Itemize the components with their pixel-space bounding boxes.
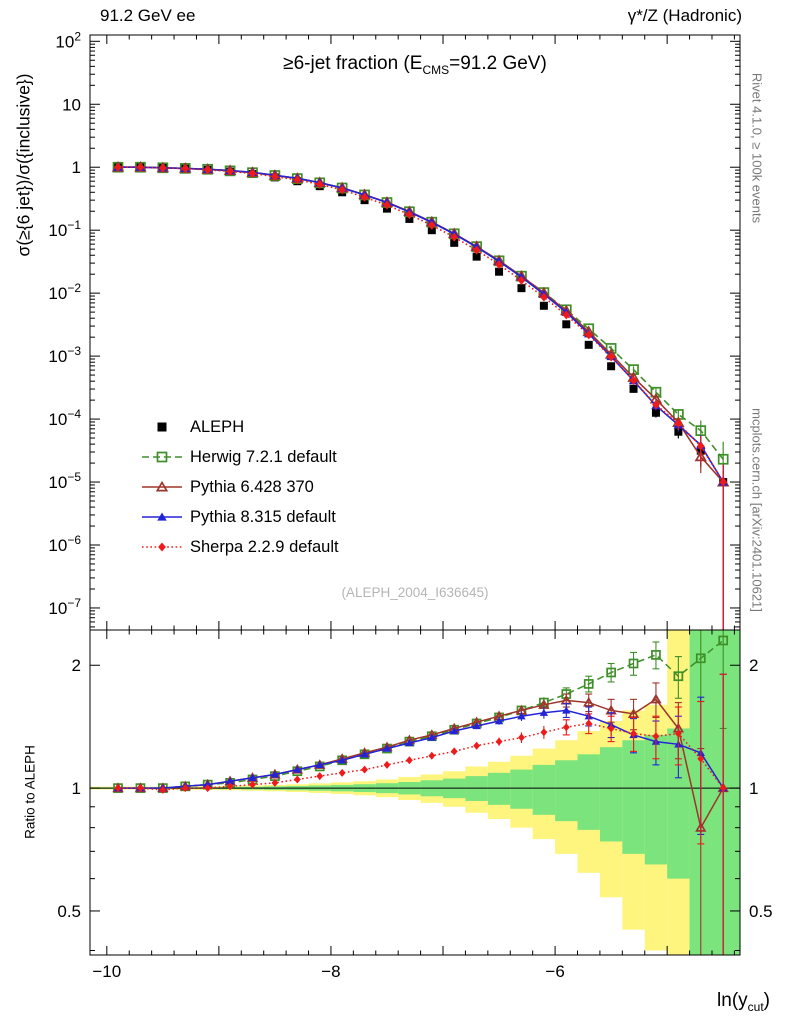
legend-item-label: Pythia 6.428 370 (190, 477, 314, 496)
beam-energy-label: 91.2 GeV ee (100, 6, 196, 25)
legend-item-label: Sherpa 2.2.9 default (190, 537, 339, 556)
svg-text:1: 1 (749, 779, 758, 798)
svg-text:10−4: 10−4 (48, 407, 81, 429)
plot-title-subscript: CMS (422, 62, 450, 77)
plot-title-text: ≥6-jet fraction (E (283, 53, 423, 74)
axis-ticks (90, 35, 740, 955)
svg-text:10: 10 (62, 95, 81, 114)
svg-text:0.5: 0.5 (57, 902, 81, 921)
svg-text:10−1: 10−1 (48, 218, 81, 240)
legend-marker-icon (142, 512, 182, 521)
analysis-id-watermark: (ALEPH_2004_I636645) (341, 585, 489, 600)
y-axis-label-main: σ(≥{6 jet})/σ({inclusive}) (13, 73, 34, 257)
x-axis-label-text: ln(y (717, 990, 748, 1011)
legend-item-label: Herwig 7.2.1 default (190, 447, 337, 466)
process-label: γ*/Z (Hadronic) (627, 6, 742, 25)
legend-item: Pythia 8.315 default (140, 502, 339, 532)
legend-item: Pythia 6.428 370 (140, 472, 339, 502)
main-series-sherpa (114, 162, 728, 630)
ratio-panel-frame (89, 629, 741, 956)
tick-labels: 102 10 1 10−1 10−2 10−3 10−4 10−5 10−6 10−7 0.5 0.5… (48, 29, 772, 981)
rivet-version-label: Rivet 4.1.0, ≥ 100k events (749, 72, 765, 224)
svg-text:−6: −6 (545, 962, 564, 981)
svg-text:10−7: 10−7 (48, 596, 81, 618)
ratio-series (112, 630, 729, 955)
svg-text:0.5: 0.5 (749, 902, 773, 921)
legend-item: ALEPH (140, 412, 339, 442)
ratio-series-sherpa (114, 673, 727, 955)
svg-text:−10: −10 (92, 962, 121, 981)
y-axis-label-ratio: Ratio to ALEPH (22, 745, 38, 839)
x-axis-label-suffix: ) (763, 990, 770, 1011)
legend-item-label: ALEPH (190, 417, 245, 436)
svg-text:−8: −8 (321, 962, 340, 981)
legend-marker-icon (157, 422, 167, 432)
x-axis-label-subscript: cut (747, 999, 764, 1014)
legend-marker-icon (142, 542, 182, 552)
svg-text:1: 1 (72, 158, 81, 177)
svg-text:2: 2 (749, 656, 758, 675)
plot-title-suffix: =91.2 GeV) (449, 53, 547, 74)
x-axis-label: ln(ycut) (717, 990, 770, 1014)
svg-text:10−6: 10−6 (48, 533, 81, 555)
legend-item: Herwig 7.2.1 default (140, 442, 339, 472)
legend-item-label: Pythia 8.315 default (190, 507, 336, 526)
svg-text:10−2: 10−2 (48, 281, 81, 303)
svg-text:1: 1 (72, 779, 81, 798)
legend-marker-icon (142, 480, 182, 492)
mcplots-reference-label: mcplots.cern.ch [arXiv:2401.10621] (749, 408, 765, 612)
legend: ALEPH Herwig 7.2.1 default Pythia 6.428 37… (140, 412, 339, 562)
svg-text:10−5: 10−5 (48, 470, 81, 492)
plot-title: ≥6-jet fraction (ECMS=91.2 GeV) (90, 53, 740, 77)
legend-item: Sherpa 2.2.9 default (140, 532, 339, 562)
svg-text:2: 2 (72, 656, 81, 675)
legend-marker-icon (142, 451, 182, 463)
svg-text:102: 102 (55, 29, 81, 51)
ratio-uncertainty-bands (90, 630, 740, 955)
main-series (111, 161, 730, 630)
svg-text:10−3: 10−3 (48, 344, 81, 366)
